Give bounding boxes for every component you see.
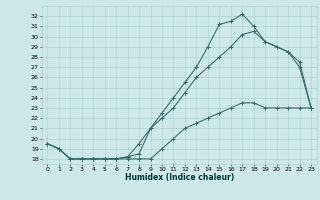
X-axis label: Humidex (Indice chaleur): Humidex (Indice chaleur) [124,173,234,182]
